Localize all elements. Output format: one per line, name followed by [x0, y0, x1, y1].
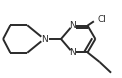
Text: N: N	[69, 21, 76, 30]
Text: N: N	[69, 48, 76, 57]
Text: N: N	[41, 34, 47, 44]
Text: Cl: Cl	[97, 15, 106, 24]
